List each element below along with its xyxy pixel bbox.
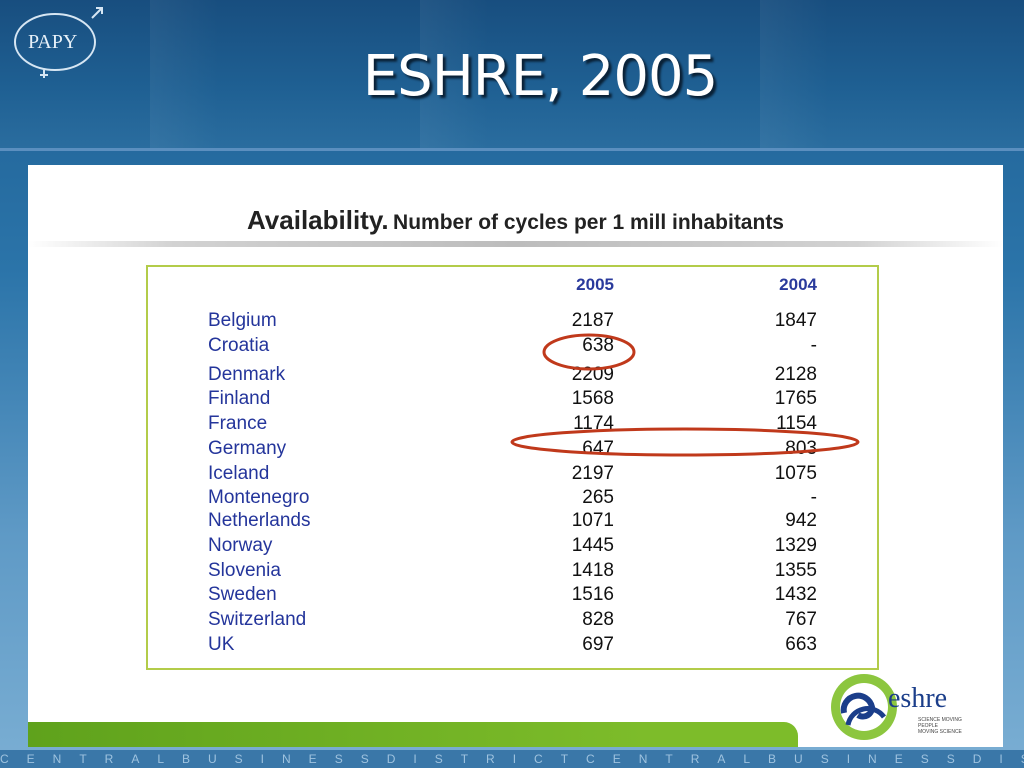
card-heading: Availability. Number of cycles per 1 mil…	[28, 205, 1003, 236]
country-cell: Norway	[208, 535, 273, 556]
country-cell: Iceland	[208, 463, 270, 484]
table-row: Montenegro 265 -	[208, 487, 818, 511]
country-cell: Finland	[208, 388, 271, 409]
country-cell: Belgium	[208, 310, 277, 331]
value-2004-cell: 942	[785, 510, 817, 531]
heading-availability: Availability.	[246, 205, 389, 235]
value-2004-cell: 1075	[774, 463, 817, 484]
table-row: Germany 647 803	[208, 438, 818, 462]
value-2005-cell: 1174	[573, 413, 614, 434]
data-table-frame	[146, 265, 879, 670]
value-2004-cell: 663	[785, 634, 817, 655]
background-stripe	[420, 0, 490, 148]
footer-green-bar	[28, 722, 798, 747]
value-2005-cell: 638	[582, 335, 614, 356]
table-row: Iceland 2197 1075	[208, 463, 818, 487]
country-cell: UK	[208, 634, 235, 655]
value-2005-cell: 2187	[571, 310, 614, 331]
value-2005-cell: 1418	[571, 560, 614, 581]
value-2004-cell: 1847	[774, 310, 817, 331]
eshre-tagline: SCIENCE MOVING PEOPLE MOVING SCIENCE	[918, 717, 962, 735]
value-2004-cell: 1355	[774, 560, 817, 581]
table-row: Finland 1568 1765	[208, 388, 818, 412]
value-2005-cell: 265	[582, 487, 614, 508]
table-row: Norway 1445 1329	[208, 535, 818, 559]
title-band	[0, 0, 1024, 151]
background-stripe	[760, 0, 830, 148]
value-2004-cell: 2128	[774, 364, 817, 385]
value-2005-cell: 2209	[571, 364, 614, 385]
column-header-2004: 2004	[779, 275, 817, 294]
table-row: Netherlands 1071 942	[208, 510, 818, 534]
heading-description: Number of cycles per 1 mill inhabitants	[393, 211, 784, 234]
table-row: Slovenia 1418 1355	[208, 560, 818, 584]
value-2004-cell: 803	[785, 438, 817, 459]
table-row: France 1174 1154	[208, 413, 818, 437]
value-2005-cell: 1516	[571, 584, 614, 605]
table-row: Denmark 2209 2128	[208, 364, 818, 388]
eshre-tagline-line: PEOPLE	[918, 723, 939, 729]
country-cell: Slovenia	[208, 560, 281, 581]
papy-logo-text: PAPY	[28, 31, 77, 53]
value-2004-cell: -	[810, 487, 817, 508]
value-2005-cell: 1568	[571, 388, 614, 409]
country-cell: Netherlands	[208, 510, 311, 531]
eshre-wordmark: eshre	[888, 683, 948, 714]
country-cell: Montenegro	[208, 487, 310, 508]
table-row: Switzerland 828 767	[208, 609, 818, 633]
column-header-2005: 2005	[576, 275, 614, 294]
value-2004-cell: -	[810, 335, 817, 356]
country-cell: Croatia	[208, 335, 270, 356]
table-row: Belgium 2187 1847	[208, 310, 818, 334]
content-card: Availability. Number of cycles per 1 mil…	[28, 165, 1003, 747]
value-2005-cell: 2197	[571, 463, 614, 484]
value-2004-cell: 767	[785, 609, 817, 630]
country-cell: Switzerland	[208, 609, 307, 630]
background-stripe	[150, 0, 220, 148]
value-2005-cell: 1445	[571, 535, 614, 556]
country-cell: France	[208, 413, 268, 434]
footer-ticker: CENTRALBUSINESSDISTRICTCENTRALBUSINESSDI…	[0, 750, 1024, 768]
country-cell: Sweden	[208, 584, 277, 605]
eshre-tagline-line: SCIENCE MOVING	[918, 717, 962, 723]
slide-title: ESHRE, 2005	[362, 44, 718, 109]
value-2004-cell: 1765	[774, 388, 817, 409]
papy-logo: PAPY	[14, 7, 103, 78]
value-2005-cell: 697	[582, 634, 614, 655]
country-cell: Denmark	[208, 364, 286, 385]
value-2004-cell: 1329	[774, 535, 817, 556]
value-2005-cell: 647	[582, 438, 614, 459]
country-cell: Germany	[208, 438, 287, 459]
table-row: Sweden 1516 1432	[208, 584, 818, 608]
eshre-logo	[831, 674, 897, 740]
value-2005-cell: 828	[582, 609, 614, 630]
value-2004-cell: 1432	[774, 584, 817, 605]
heading-divider	[28, 241, 1003, 247]
table-row: UK 697 663	[208, 634, 818, 658]
value-2005-cell: 1071	[571, 510, 614, 531]
eshre-tagline-line: MOVING SCIENCE	[918, 729, 962, 735]
table-row: Croatia 638 -	[208, 335, 818, 359]
value-2004-cell: 1154	[776, 413, 817, 434]
